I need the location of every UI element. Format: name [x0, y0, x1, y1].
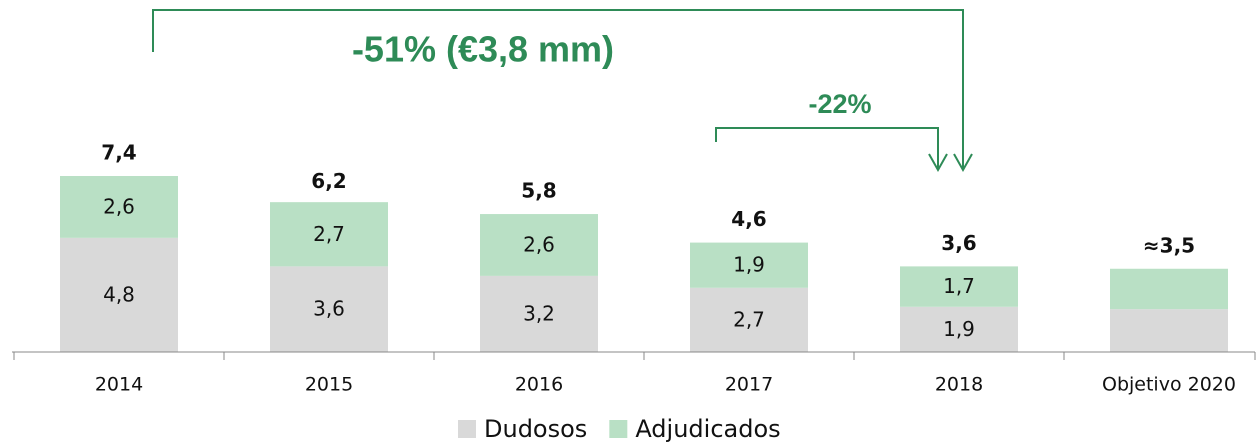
value-label: 3,2 [523, 301, 555, 325]
value-label: 2,6 [523, 232, 555, 256]
bar-segment [480, 275, 598, 352]
bar-segment [60, 176, 178, 238]
arrowhead [928, 153, 948, 173]
total-label: 4,6 [731, 207, 766, 231]
value-label: 4,8 [103, 282, 135, 306]
bar-segment [690, 242, 808, 288]
bar-segment [480, 214, 598, 276]
value-label: 1,9 [733, 253, 765, 277]
legend-swatch [609, 420, 628, 438]
bar-segment [1110, 309, 1228, 352]
annotation: -22% [808, 89, 871, 119]
bar-segment [270, 202, 388, 267]
bar-segment [1110, 268, 1228, 310]
x-tick-label: Objetivo 2020 [1102, 374, 1236, 396]
total-label: 3,6 [941, 231, 976, 255]
bar-segment [900, 266, 1018, 307]
total-label: 5,8 [521, 179, 556, 203]
x-tick-label: 2018 [935, 374, 983, 396]
legend-swatch [458, 420, 476, 438]
total-label: 6,2 [311, 169, 346, 193]
annotation: -51% (€3,8 mm) [352, 29, 614, 70]
x-tick-label: 2014 [95, 374, 143, 396]
x-tick-label: 2017 [725, 374, 773, 396]
value-label: 2,6 [103, 194, 135, 218]
bar-segment [900, 306, 1018, 352]
value-label: 2,7 [313, 222, 345, 246]
bar-segment [690, 287, 808, 352]
x-tick-label: 2016 [515, 374, 563, 396]
value-label: 2,7 [733, 307, 765, 331]
value-label: 1,7 [943, 274, 975, 298]
value-label: 3,6 [313, 297, 345, 321]
bar-segment [270, 266, 388, 352]
x-tick-label: 2015 [305, 374, 353, 396]
arrowhead [953, 153, 973, 173]
legend-label: Dudosos [484, 415, 587, 443]
total-label: 7,4 [101, 141, 136, 165]
bracket-arrow [152, 9, 964, 168]
bar-segment [60, 237, 178, 352]
bracket-arrow [715, 127, 939, 168]
legend-label: Adjudicados [635, 415, 780, 443]
total-label: ≈3,5 [1143, 233, 1195, 257]
value-label: 1,9 [943, 317, 975, 341]
